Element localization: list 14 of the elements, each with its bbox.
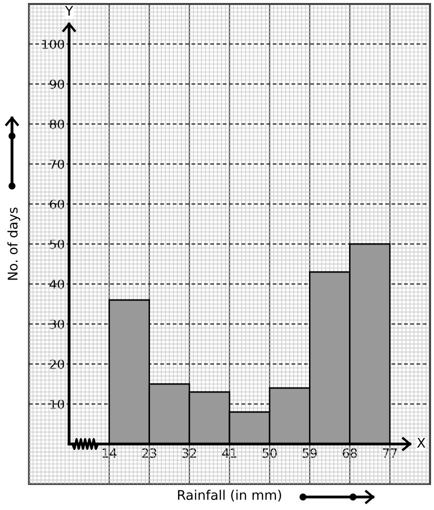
y-axis-title: No. of days xyxy=(7,208,20,280)
x-tick-label: 32 xyxy=(182,448,196,458)
y-tick-label: 100 xyxy=(42,39,64,49)
x-tick-label: 41 xyxy=(222,448,236,458)
x-tick-label: 77 xyxy=(382,448,397,458)
y-tick-label: 30 xyxy=(50,319,64,329)
annotation: Y xyxy=(65,6,74,16)
x-tick-label: 50 xyxy=(262,448,277,458)
x-axis-title: Rainfall (in mm) xyxy=(178,490,282,502)
y-tick-label: 10 xyxy=(50,399,64,409)
y-tick-label: 20 xyxy=(50,359,64,369)
y-tick-label: 70 xyxy=(50,159,64,169)
annotation: X xyxy=(417,438,426,448)
y-tick-label: 50 xyxy=(50,239,64,249)
